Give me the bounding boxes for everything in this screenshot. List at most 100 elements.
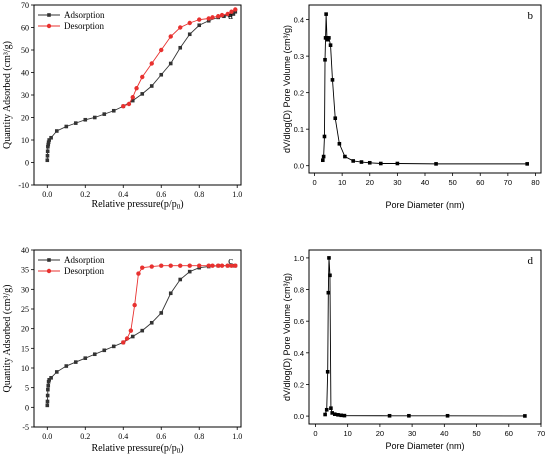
y-tick-label: 1.0	[294, 254, 304, 263]
data-point	[149, 61, 154, 66]
panel-a-chart: 0.0 0.2 0.4 0.6 0.8 1.0 -10 0 10 20 30 40 50 60 70 Rela…	[2, 1, 242, 211]
x-tick-label: 50	[472, 429, 480, 438]
data-point	[46, 383, 51, 388]
data-point	[45, 158, 50, 163]
data-point	[73, 360, 78, 364]
data-point	[168, 34, 173, 39]
x-tick-label: 0	[312, 178, 316, 187]
data-point	[178, 263, 183, 268]
x-tick-label: 10	[338, 178, 346, 187]
y-tick-label: 0	[25, 403, 29, 412]
data-point	[330, 411, 334, 415]
data-point	[140, 92, 145, 96]
data-point	[206, 16, 211, 21]
data-point	[219, 12, 225, 18]
y-tick-label: 40	[21, 246, 29, 255]
data-point	[407, 413, 411, 418]
y-tick-label: 0.3	[294, 52, 304, 61]
y-tick-label: 0.0	[294, 412, 304, 421]
data-point	[46, 379, 51, 384]
y-tick-label: 15	[21, 344, 29, 353]
data-point	[121, 340, 126, 345]
y-tick-label: 0	[25, 159, 29, 168]
y-tick-label: 40	[21, 69, 29, 78]
data-point	[379, 161, 383, 166]
data-point	[178, 25, 183, 30]
data-point	[159, 72, 164, 77]
data-point	[342, 413, 347, 418]
data-point	[322, 134, 327, 139]
data-point	[140, 328, 145, 333]
data-point	[111, 108, 116, 113]
data-point	[124, 336, 130, 341]
panel-b-chart: 0 10 20 30 40 50 60 70 80 0.0 0.1 0.2 0.3 0.4 Pore Dia…	[282, 4, 542, 210]
data-point	[45, 149, 50, 154]
y-tick-label: 20	[21, 114, 29, 123]
plot-frame	[308, 4, 542, 174]
panel-label: d	[528, 255, 534, 267]
data-point	[130, 98, 135, 103]
data-point	[332, 412, 337, 416]
series-line	[324, 257, 525, 417]
data-point	[102, 348, 107, 353]
data-point	[132, 302, 137, 308]
x-tick-label: 70	[537, 429, 545, 438]
data-point	[327, 36, 331, 40]
data-point	[46, 140, 51, 145]
x-tick-label: 0.6	[156, 432, 166, 441]
data-point	[159, 47, 164, 53]
data-point	[328, 43, 333, 47]
data-point	[219, 263, 225, 268]
data-point	[333, 116, 338, 121]
y-axis-label: Quantity Adsorbed (cm³/g)	[2, 285, 13, 393]
data-point	[233, 7, 238, 12]
data-point	[168, 291, 173, 296]
data-point	[337, 141, 342, 146]
y-axis-label: dV/dlog(D) Pore Volume (cm³/g)	[282, 273, 292, 401]
data-point	[92, 352, 97, 357]
data-point	[149, 320, 154, 325]
x-axis-label: Relative pressure(p/p0)	[91, 443, 183, 455]
legend-swatch-marker	[46, 23, 52, 29]
data-point	[187, 269, 192, 274]
series-line	[123, 9, 236, 107]
data-point	[324, 12, 328, 16]
data-point	[197, 17, 202, 22]
data-point	[178, 45, 183, 50]
data-point	[134, 86, 139, 91]
data-point	[121, 104, 126, 109]
data-point	[45, 153, 50, 158]
x-tick-label: 0.2	[80, 190, 90, 199]
data-point	[46, 387, 50, 392]
data-point	[225, 11, 230, 17]
data-point	[49, 135, 53, 140]
data-point	[126, 101, 132, 107]
x-tick-label: 0.0	[42, 190, 52, 199]
data-point	[46, 144, 50, 149]
x-tick-label: 1.0	[232, 190, 242, 199]
x-tick-label: 0.4	[118, 190, 128, 199]
data-point	[206, 18, 211, 23]
x-tick-label: 1.0	[232, 432, 242, 441]
data-point	[128, 328, 134, 333]
data-point	[326, 290, 331, 295]
data-point	[523, 414, 527, 418]
y-tick-label: 0.4	[294, 16, 304, 25]
data-point	[136, 271, 141, 276]
data-point	[229, 9, 234, 14]
data-point	[325, 36, 329, 40]
data-point	[140, 265, 145, 270]
x-tick-label: 0.6	[156, 190, 166, 199]
legend-entry: Adsorption	[64, 10, 105, 20]
data-point	[339, 413, 344, 418]
data-point	[336, 413, 340, 417]
panel-label: a	[228, 10, 233, 22]
data-point	[351, 159, 355, 163]
panel-d-chart: 0 10 20 30 40 50 60 70 0.0 0.2 0.4 0.6 0.8 1.0 Pore Di…	[282, 249, 545, 451]
data-point	[92, 115, 97, 120]
data-point	[233, 9, 238, 14]
y-tick-label: 25	[21, 305, 29, 314]
data-point	[225, 263, 230, 268]
y-tick-label: -5	[22, 423, 29, 432]
data-point	[222, 14, 226, 19]
